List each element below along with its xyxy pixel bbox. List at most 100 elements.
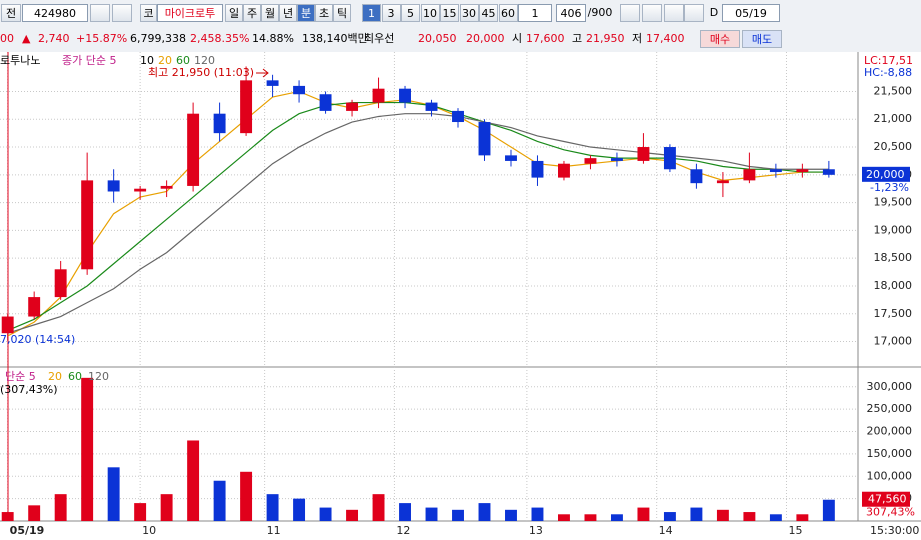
date-flag: D	[709, 6, 719, 19]
candle-body	[531, 160, 544, 178]
volume-bar	[213, 480, 226, 521]
exchange-button[interactable]: 코	[140, 4, 157, 22]
y-tick-label: 18,000	[874, 279, 913, 292]
interval-button[interactable]: 10	[420, 4, 440, 22]
period-button[interactable]: 년	[279, 4, 297, 22]
quote-bid: 20,000	[466, 32, 505, 45]
volume-bar	[769, 514, 782, 521]
last-price-box	[862, 166, 910, 182]
interval-button[interactable]: 1	[362, 4, 381, 22]
ma-line	[7, 101, 829, 331]
count-input[interactable]: 1	[518, 4, 552, 22]
low-note: 7,020 (14:54)	[0, 333, 75, 346]
quote-change: 2,740	[38, 32, 70, 45]
y-tick-label: 17,000	[874, 335, 913, 348]
y-tick-label: 300,000	[867, 380, 913, 393]
period-button[interactable]: 분	[297, 4, 315, 22]
tool-button[interactable]	[642, 4, 662, 22]
quote-amount: 138,140백만	[302, 32, 368, 45]
quote-change-pct: +15.87%	[76, 32, 128, 45]
interval-button[interactable]: 45	[479, 4, 498, 22]
volume-bar	[478, 503, 491, 521]
volume-bar	[107, 467, 120, 521]
quote-high-label: 고	[572, 32, 583, 45]
candle-body	[293, 85, 306, 95]
y-tick-label: 21,000	[874, 112, 913, 125]
volume-bar	[266, 494, 279, 521]
candle-body	[505, 155, 517, 161]
volume-bar	[240, 471, 253, 521]
volume-bar	[610, 514, 623, 521]
y-tick-label: 200,000	[867, 425, 913, 438]
search-button[interactable]	[90, 4, 110, 22]
candle-body	[796, 169, 809, 173]
candle-body	[637, 147, 650, 161]
candle-body	[663, 147, 676, 170]
quote-low: 17,400	[646, 32, 685, 45]
candle-body	[134, 188, 147, 192]
buy-button[interactable]: 매수	[700, 30, 740, 48]
candle-body	[160, 185, 173, 189]
volume-bar	[531, 507, 544, 521]
y-tick-label: 17,500	[874, 307, 913, 320]
candle-body	[187, 113, 200, 186]
period-button[interactable]: 주	[243, 4, 261, 22]
interval-button[interactable]: 60	[498, 4, 518, 22]
total-count: /900	[587, 6, 613, 19]
x-tick-label: 10	[142, 524, 156, 537]
code-input[interactable]: 424980	[22, 4, 88, 22]
volume-bar	[452, 509, 464, 521]
name-input[interactable]: 마이크로투	[157, 4, 223, 22]
date-input[interactable]: 05/19	[722, 4, 780, 22]
x-tick-label: 11	[267, 524, 281, 537]
plot-bg	[0, 52, 921, 540]
high-arrow	[256, 68, 269, 78]
volume-bar	[425, 507, 438, 521]
candle-body	[399, 88, 411, 103]
period-button[interactable]: 월	[261, 4, 279, 22]
tool-button[interactable]	[684, 4, 704, 22]
candle-body	[54, 269, 67, 298]
candle-body	[743, 169, 756, 181]
high-note: 최고 21,950 (11:03)	[148, 66, 254, 79]
tool-button[interactable]	[620, 4, 640, 22]
market-button[interactable]: 전	[1, 4, 21, 22]
quote-low-label: 저	[632, 32, 643, 45]
y-tick-label: 150,000	[867, 447, 913, 460]
quote-ask: 20,050	[418, 32, 457, 45]
tool-button[interactable]	[664, 4, 684, 22]
x-tick-label: 12	[396, 524, 410, 537]
volume-bar	[187, 440, 200, 521]
y-tick-label: 20,500	[874, 140, 913, 153]
volume-bar	[319, 507, 332, 521]
legend-name: 로투나노	[0, 54, 40, 67]
x-tick-label: 13	[529, 524, 543, 537]
candle-body	[213, 113, 226, 134]
ma-line	[7, 113, 829, 334]
volume-bar	[822, 499, 835, 521]
legend-item: 60	[68, 370, 82, 383]
volume-bar	[160, 494, 173, 521]
interval-button[interactable]: 15	[440, 4, 459, 22]
period-button[interactable]: 일	[225, 4, 243, 22]
interval-button[interactable]: 5	[401, 4, 420, 22]
last-pct: -1,23%	[870, 181, 909, 194]
interval-button[interactable]: 30	[459, 4, 479, 22]
quote-open: 17,600	[526, 32, 565, 45]
period-button[interactable]: 초	[315, 4, 333, 22]
candle-body	[558, 163, 570, 178]
y-tick-label: 18,500	[874, 251, 913, 264]
interval-button[interactable]: 3	[381, 4, 401, 22]
candle-body	[478, 122, 491, 156]
y-tick-label: 19,000	[874, 223, 913, 236]
quote-volume: 6,799,338	[130, 32, 186, 45]
volume-bar	[505, 509, 517, 521]
last-volume-box	[862, 491, 910, 507]
period-button[interactable]: 틱	[333, 4, 351, 22]
sell-button[interactable]: 매도	[742, 30, 782, 48]
volume-bar	[584, 514, 597, 521]
sound-button[interactable]	[112, 4, 132, 22]
candle-body	[610, 158, 623, 161]
